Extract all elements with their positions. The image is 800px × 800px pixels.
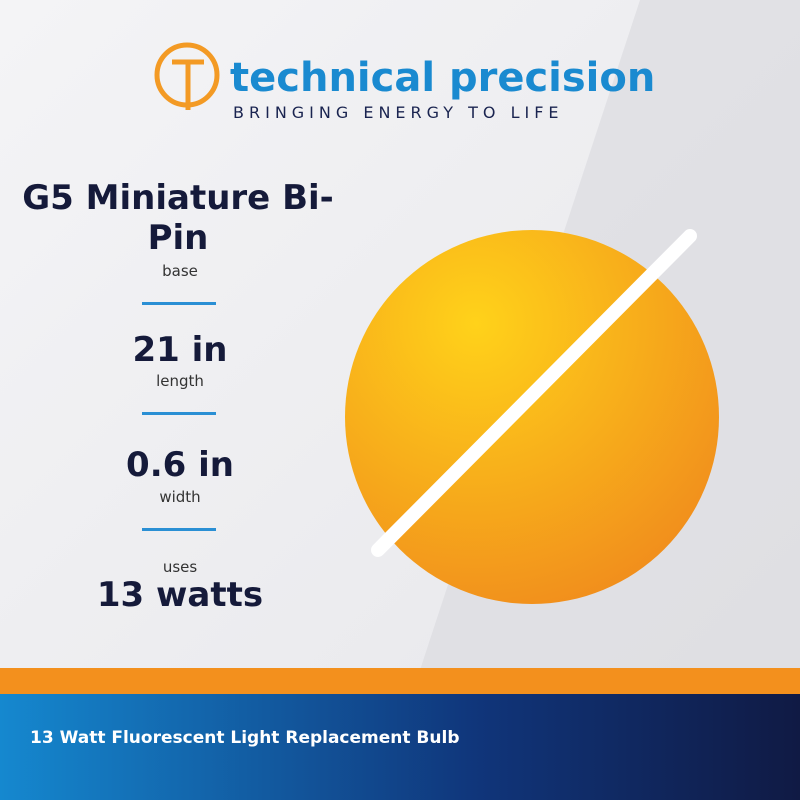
spec-value: 0.6 in: [126, 445, 234, 485]
divider: [142, 412, 216, 415]
spec-value: 13 watts: [96, 575, 264, 615]
spec-value: 21 in: [132, 330, 228, 370]
spec-label: base: [162, 262, 198, 280]
spec-label: length: [156, 372, 204, 390]
divider: [142, 302, 216, 305]
spec-label: width: [159, 488, 201, 506]
divider: [142, 528, 216, 531]
footer-text: 13 Watt Fluorescent Light Replacement Bu…: [30, 728, 460, 748]
tagline: BRINGING ENERGY TO LIFE: [233, 103, 564, 122]
brand-name: technical precision: [230, 55, 656, 101]
spec-label: uses: [162, 558, 198, 576]
spec-value: G5 Miniature Bi-Pin: [22, 178, 334, 258]
